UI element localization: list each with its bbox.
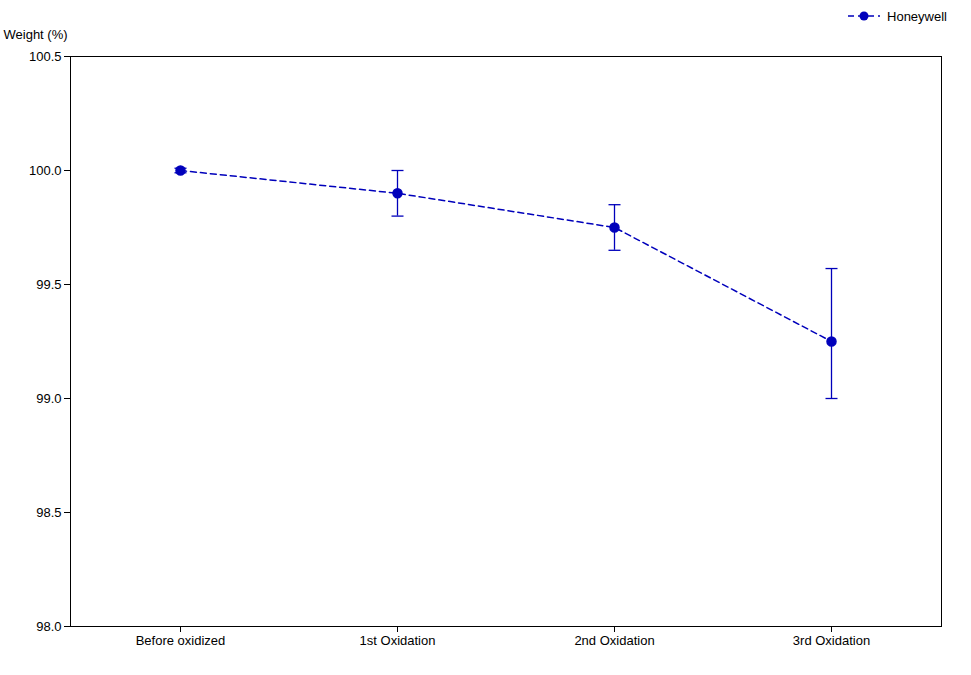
svg-text:98.5: 98.5 [36, 505, 61, 520]
svg-text:3rd Oxidation: 3rd Oxidation [793, 633, 870, 648]
svg-text:Weight (%): Weight (%) [4, 27, 68, 42]
svg-text:Before oxidized: Before oxidized [136, 633, 226, 648]
html-text:Honeywell: Honeywell [887, 8, 947, 24]
svg-text:2nd Oxidation: 2nd Oxidation [574, 633, 654, 648]
svg-text:99.5: 99.5 [36, 277, 61, 292]
svg-text:100.5: 100.5 [29, 49, 62, 64]
svg-text:1st Oxidation: 1st Oxidation [360, 633, 436, 648]
svg-text:99.0: 99.0 [36, 391, 61, 406]
svg-text:98.0: 98.0 [36, 619, 61, 634]
svg-text:100.0: 100.0 [29, 163, 62, 178]
